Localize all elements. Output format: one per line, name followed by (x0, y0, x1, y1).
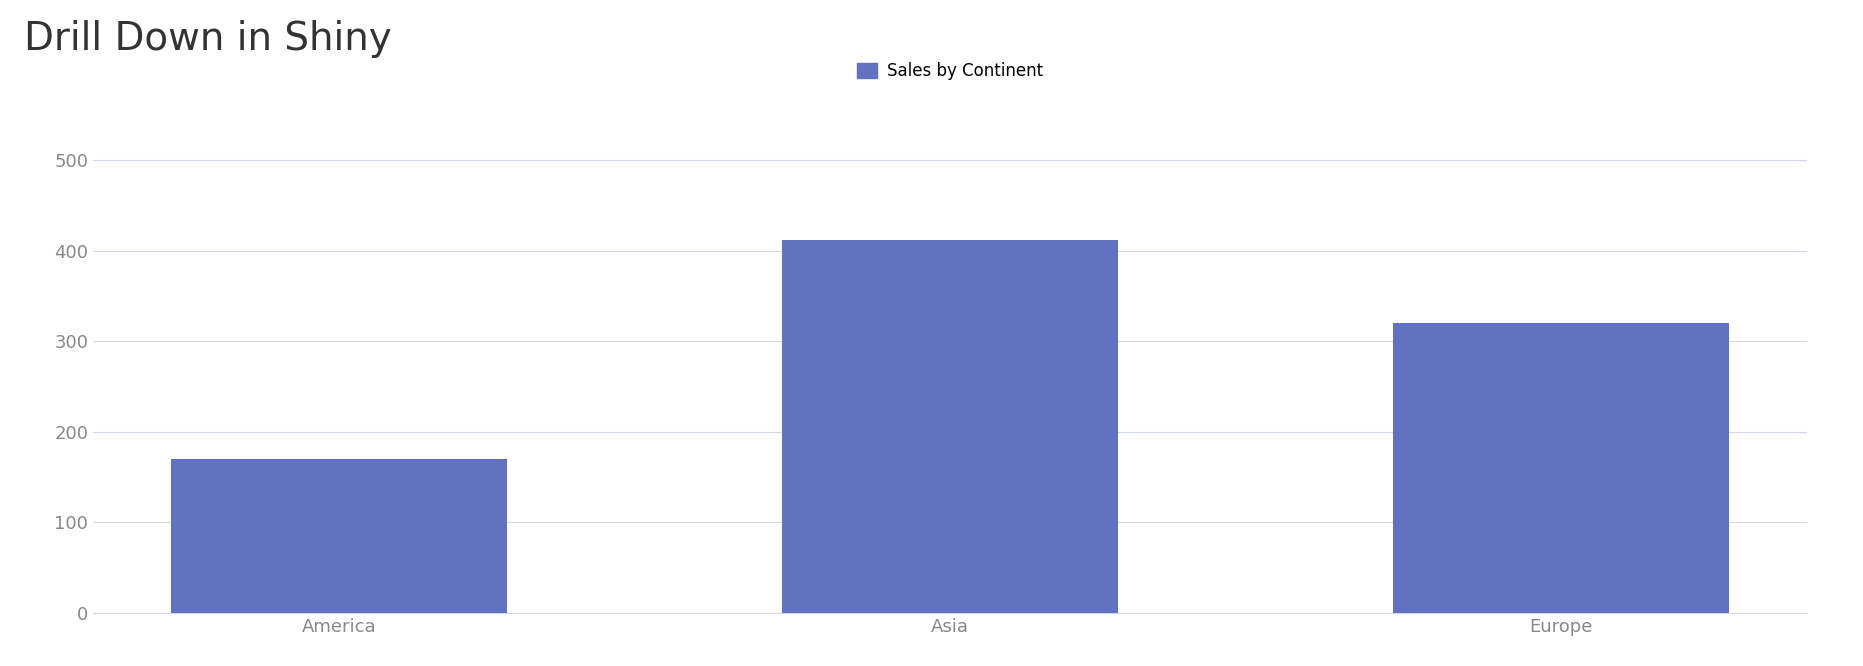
Bar (171, 459, 507, 613)
Bar (1394, 323, 1729, 613)
Bar (782, 240, 1118, 613)
Legend: Sales by Continent: Sales by Continent (850, 55, 1051, 87)
Text: Drill Down in Shiny: Drill Down in Shiny (24, 20, 391, 58)
